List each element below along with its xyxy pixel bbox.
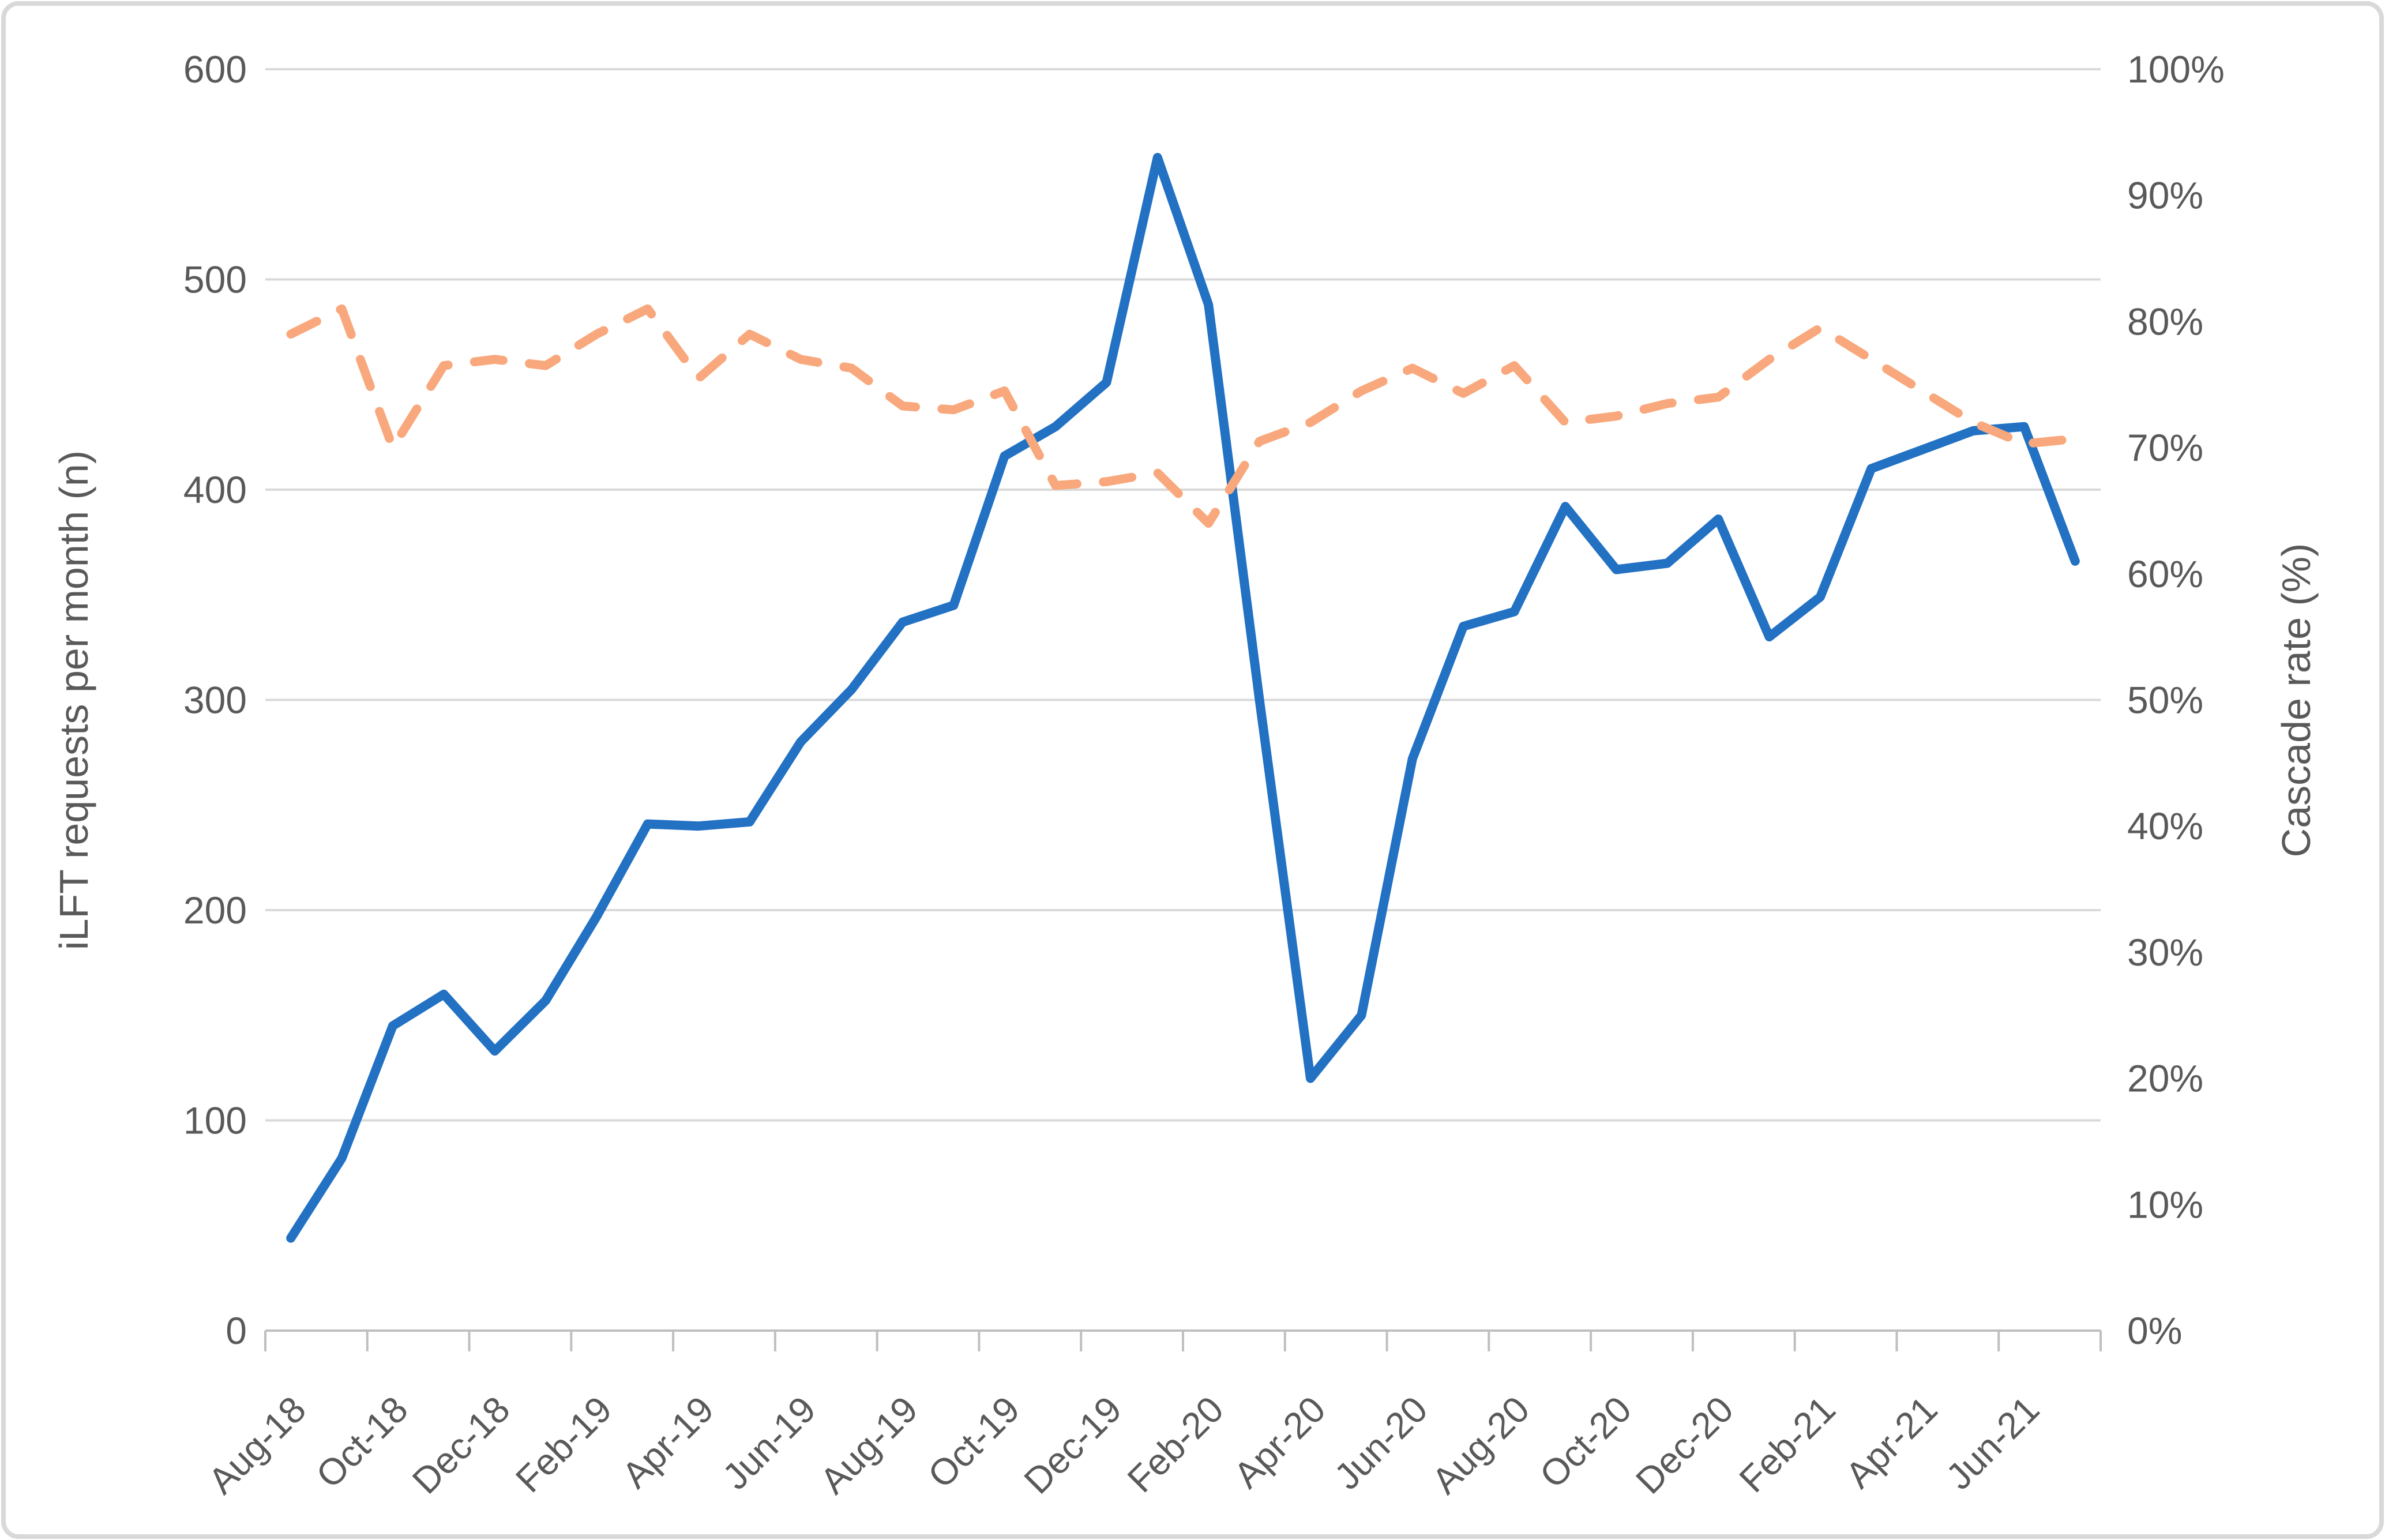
left-axis-title: iLFT requests per month (n): [51, 450, 96, 950]
left-axis-tick-label: 0: [226, 1309, 247, 1352]
right-axis-tick-label: 50%: [2127, 679, 2203, 722]
left-axis-tick-label: 400: [183, 468, 247, 511]
left-axis-tick-label: 200: [183, 889, 247, 931]
right-axis-tick-label: 40%: [2127, 805, 2203, 847]
left-axis-tick-label: 500: [183, 258, 247, 301]
right-axis-tick-label: 30%: [2127, 931, 2203, 974]
right-axis-tick-label: 90%: [2127, 174, 2203, 217]
left-axis-tick-label: 600: [183, 48, 247, 91]
right-axis-tick-label: 20%: [2127, 1057, 2203, 1100]
right-axis-tick-label: 80%: [2127, 300, 2203, 343]
left-axis-tick-label: 100: [183, 1099, 247, 1142]
right-axis-tick-label: 100%: [2127, 48, 2225, 91]
right-axis-tick-label: 0%: [2127, 1309, 2182, 1352]
series-ilft-requests-line: [286, 153, 2080, 1243]
right-axis-tick-label: 10%: [2127, 1183, 2203, 1226]
left-axis-tick-label: 300: [183, 679, 247, 722]
series-cascade-rate-line: [286, 304, 2080, 528]
right-axis-tick-label: 60%: [2127, 553, 2203, 595]
right-axis-title: Cascade rate (%): [2274, 543, 2319, 858]
right-axis-tick-label: 70%: [2127, 426, 2203, 469]
